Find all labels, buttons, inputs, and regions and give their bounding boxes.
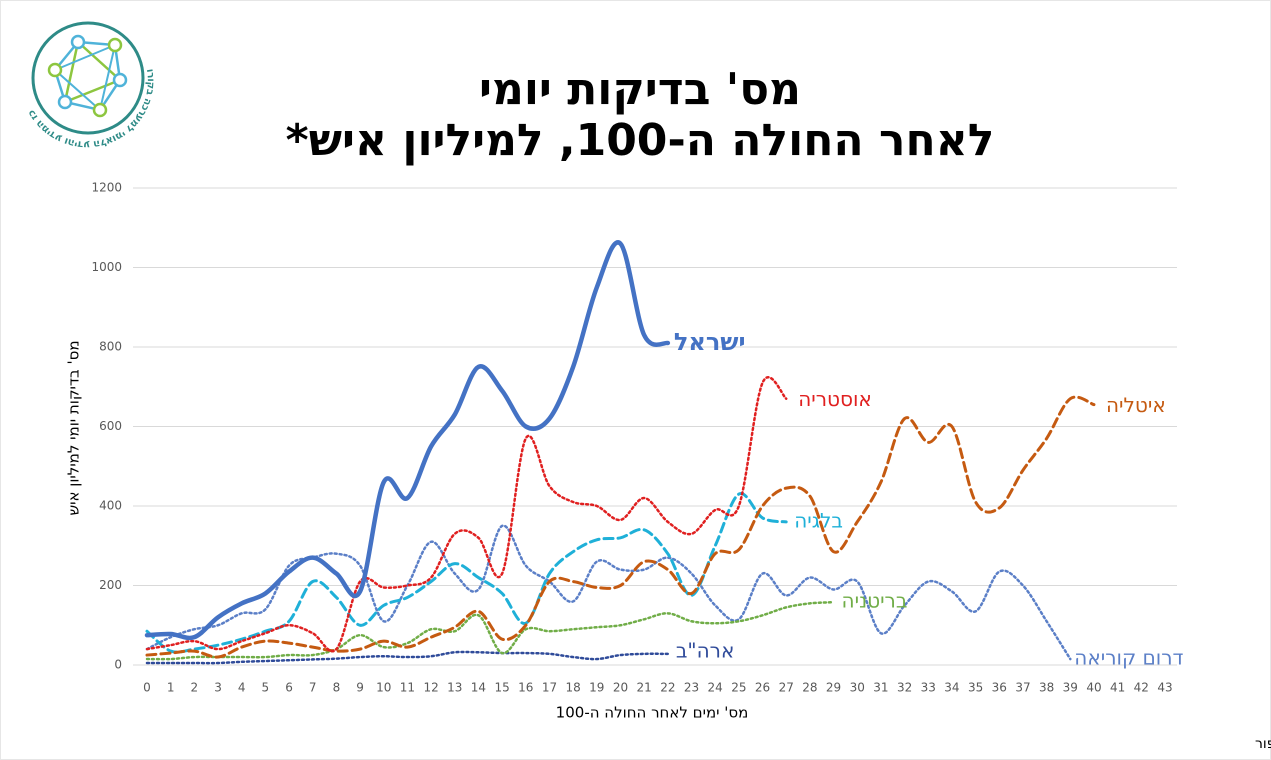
x-tick-label: 16 (518, 681, 533, 695)
x-tick-label: 6 (285, 681, 293, 695)
x-tick-label: 11 (400, 681, 415, 695)
series-label: אוסטריה (798, 387, 872, 411)
series-label: איטליה (1106, 393, 1166, 417)
x-tick-label: 2 (191, 681, 199, 695)
logo-node (112, 72, 128, 88)
x-tick-label: 8 (333, 681, 341, 695)
logo-node (57, 94, 73, 110)
x-tick-label: 43 (1157, 681, 1172, 695)
chart-title: מס' בדיקות יומי (479, 64, 801, 115)
x-tick-label: 20 (613, 681, 628, 695)
series-label: ארה"ב (676, 638, 735, 662)
series-line (145, 376, 788, 653)
x-tick-label: 33 (921, 681, 936, 695)
x-tick-label: 38 (1039, 681, 1054, 695)
x-tick-label: 9 (356, 681, 364, 695)
logo-ring (31, 21, 145, 135)
x-tick-label: 23 (684, 681, 699, 695)
x-tick-label: 1 (167, 681, 175, 695)
x-tick-label: 17 (542, 681, 557, 695)
x-tick-label: 15 (494, 681, 509, 695)
y-tick-label: 200 (99, 578, 122, 592)
y-tick-label: 800 (99, 340, 122, 354)
x-tick-label: 10 (376, 681, 391, 695)
x-tick-label: 18 (565, 681, 580, 695)
x-tick-label: 22 (660, 681, 675, 695)
x-tick-label: 39 (1063, 681, 1078, 695)
x-tick-label: 13 (447, 681, 462, 695)
logo-node (107, 37, 123, 53)
x-tick-label: 0 (143, 681, 151, 695)
x-tick-label: 4 (238, 681, 246, 695)
x-tick-label: 21 (637, 681, 652, 695)
x-tick-label: 40 (1086, 681, 1101, 695)
x-tick-label: 5 (262, 681, 270, 695)
footnote: * חסרים נתונים רשמיים על גרמניה, צרפת וס… (1255, 736, 1271, 752)
y-tick-label: 600 (99, 419, 122, 433)
series-line (145, 395, 1096, 659)
x-tick-label: 25 (731, 681, 746, 695)
logo-node (92, 102, 108, 118)
logo-node (47, 62, 63, 78)
logo-node (70, 34, 86, 50)
x-tick-label: 24 (708, 681, 723, 695)
logo-shape (63, 39, 123, 105)
x-tick-label: 7 (309, 681, 317, 695)
y-tick-label: 1000 (91, 260, 122, 274)
x-tick-label: 42 (1134, 681, 1149, 695)
series-label: ישראל (674, 328, 746, 356)
series-line (145, 650, 670, 665)
y-tick-label: 400 (99, 499, 122, 513)
x-tick-label: 29 (826, 681, 841, 695)
x-tick-label: 36 (992, 681, 1007, 695)
x-tick-label: 30 (850, 681, 865, 695)
series-label: דרום קוריאה (1074, 646, 1183, 670)
x-tick-label: 31 (873, 681, 888, 695)
x-tick-label: 34 (944, 681, 959, 695)
x-tick-label: 28 (802, 681, 817, 695)
series-line (145, 600, 835, 661)
x-tick-label: 41 (1110, 681, 1125, 695)
chart-title: לאחר החולה ה-100, למיליון איש* (286, 115, 995, 166)
series-line (145, 492, 788, 654)
x-tick-label: 12 (423, 681, 438, 695)
x-tick-label: 37 (1015, 681, 1030, 695)
x-tick-label: 32 (897, 681, 912, 695)
series-label: בריטניה (842, 589, 908, 613)
x-tick-label: 27 (779, 681, 794, 695)
x-axis-label: מס' ימים לאחר החולה ה-100 (556, 704, 749, 722)
x-tick-label: 14 (471, 681, 486, 695)
y-axis-label: מס' בדיקות יומי למיליון איש (65, 340, 83, 515)
x-tick-label: 19 (589, 681, 604, 695)
x-tick-label: 35 (968, 681, 983, 695)
series-line (144, 240, 671, 641)
y-tick-label: 1200 (91, 181, 122, 195)
x-tick-label: 26 (755, 681, 770, 695)
logo-shape (53, 43, 117, 112)
y-tick-label: 0 (114, 658, 122, 672)
x-tick-label: 3 (214, 681, 222, 695)
